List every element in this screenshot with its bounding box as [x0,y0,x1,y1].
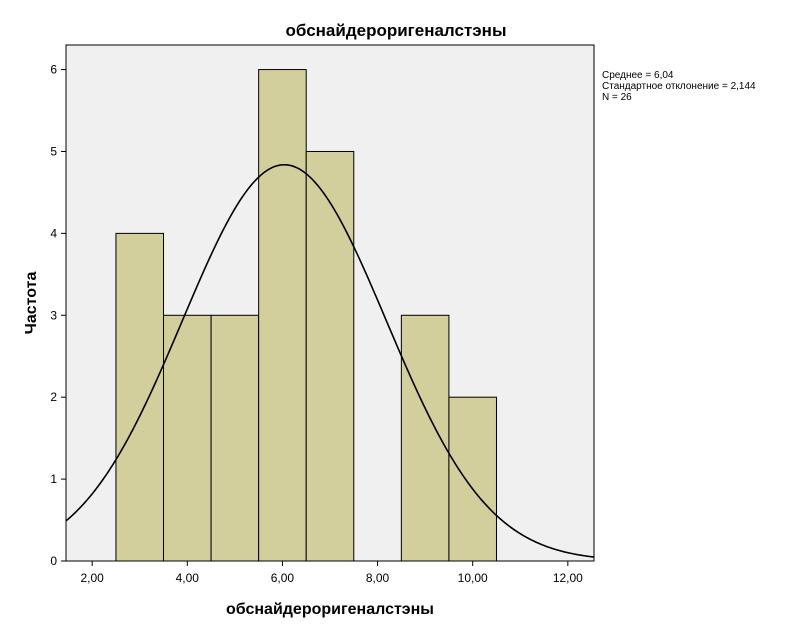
x-tick-label: 4,00 [176,571,200,585]
y-tick-label: 4 [50,226,57,240]
x-tick-label: 10,00 [458,571,488,585]
y-tick-label: 6 [50,63,57,77]
histogram-bar [305,150,355,562]
histogram-bar [400,314,450,562]
x-tick-label: 2,00 [80,571,104,585]
y-axis-title: Частота [23,272,40,335]
stat-line: N = 26 [602,92,632,103]
y-axis-ticks: 0 1 2 3 4 5 6 [50,63,66,568]
y-tick-label: 0 [50,554,57,568]
x-axis-ticks: 2,00 4,00 6,00 8,00 10,00 12,00 [80,561,583,585]
stat-line: Стандартное отклонение = 2,144 [602,81,756,92]
chart-title: обснайдероригеналстэны [286,21,507,40]
x-axis-title: обснайдероригеналстэны [226,601,434,618]
histogram-bars [115,69,497,562]
normal-curve [65,163,595,558]
histogram-bar [163,314,212,562]
x-tick-label: 8,00 [366,571,390,585]
histogram-bar [258,69,307,562]
y-tick-label: 2 [50,390,57,404]
stat-line: Среднее = 6,04 [602,70,674,81]
y-tick-label: 1 [50,472,57,486]
y-tick-label: 3 [50,308,57,322]
histogram-bar [115,232,165,562]
histogram-bar [448,396,497,562]
x-tick-label: 12,00 [553,571,583,585]
histogram-bar [210,314,260,562]
y-tick-label: 5 [50,144,57,158]
x-tick-label: 6,00 [271,571,295,585]
